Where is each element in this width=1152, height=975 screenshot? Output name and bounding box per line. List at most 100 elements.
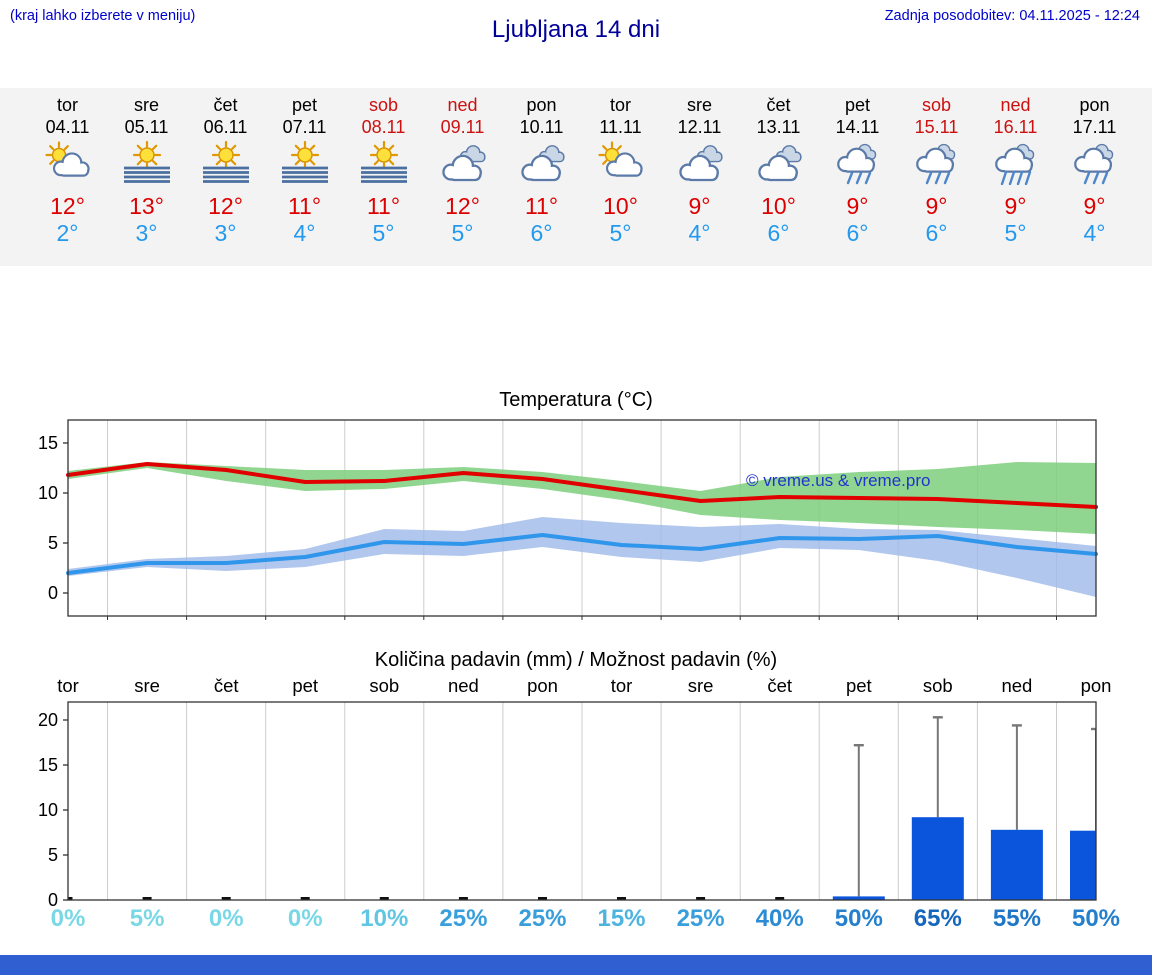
forecast-strip: tor 04.11 12° 2° sre 05.11 13° 3° čet 06.11 12° 3° p… xyxy=(0,88,1152,266)
forecast-day-9[interactable]: čet 13.11 10° 6° xyxy=(739,94,818,266)
precip-day-label: čet xyxy=(214,675,239,696)
rain-icon xyxy=(1067,141,1123,185)
precip-day-label: sob xyxy=(923,675,953,696)
precip-probability-label: 55% xyxy=(993,905,1041,932)
precip-day-label: sob xyxy=(369,675,399,696)
y-tick-label: 5 xyxy=(48,533,58,553)
day-date: 04.11 xyxy=(45,117,90,137)
forecast-day-10[interactable]: pet 14.11 9° 6° xyxy=(818,94,897,266)
y-tick-label: 0 xyxy=(48,890,58,910)
precip-probability-label: 0% xyxy=(288,905,323,932)
precip-probability-label: 25% xyxy=(439,905,487,932)
day-name: sob xyxy=(368,95,399,115)
day-name: pon xyxy=(1079,95,1110,115)
last-update: Zadnja posodobitev: 04.11.2025 - 12:24 xyxy=(884,8,1140,24)
cloudy-icon xyxy=(514,141,570,185)
max-temp-value: 13° xyxy=(129,193,164,219)
forecast-day-12[interactable]: ned 16.11 9° 5° xyxy=(976,94,1055,266)
cloudy-icon xyxy=(435,141,491,185)
min-temp-value: 4° xyxy=(688,220,711,246)
precip-bar xyxy=(1070,830,1096,900)
precip-bar xyxy=(911,817,964,900)
max-temp-value: 12° xyxy=(208,193,243,219)
precip-bar xyxy=(990,829,1043,900)
forecast-day-13[interactable]: pon 17.11 9° 4° xyxy=(1055,94,1134,266)
precip-bar xyxy=(832,896,885,900)
watermark-link[interactable]: © vreme.us & vreme.pro xyxy=(746,471,930,490)
y-tick-label: 0 xyxy=(48,583,58,603)
forecast-day-6[interactable]: pon 10.11 11° 6° xyxy=(502,94,581,266)
y-tick-label: 15 xyxy=(38,433,58,453)
max-temp-value: 11° xyxy=(524,193,559,219)
plot-border xyxy=(67,701,1097,901)
forecast-day-11[interactable]: sob 15.11 9° 6° xyxy=(897,94,976,266)
day-date: 16.11 xyxy=(993,117,1038,137)
precip-day-label: ned xyxy=(448,675,479,696)
max-temp-value: 12° xyxy=(50,193,85,219)
spacer xyxy=(0,266,1152,386)
precip-probability-label: 0% xyxy=(209,905,244,932)
forecast-day-8[interactable]: sre 12.11 9° 4° xyxy=(660,94,739,266)
day-name: ned xyxy=(1000,95,1031,115)
forecast-day-2[interactable]: čet 06.11 12° 3° xyxy=(186,94,265,266)
sun-fog-icon xyxy=(198,141,254,185)
day-date: 14.11 xyxy=(835,117,880,137)
forecast-day-5[interactable]: ned 09.11 12° 5° xyxy=(423,94,502,266)
day-name: čet xyxy=(213,95,238,115)
day-date: 12.11 xyxy=(677,117,722,137)
min-temp-value: 6° xyxy=(530,220,553,246)
precip-day-label: čet xyxy=(767,675,792,696)
min-temp-value: 6° xyxy=(846,220,869,246)
day-name: čet xyxy=(766,95,791,115)
precip-day-label: tor xyxy=(57,675,79,696)
max-temp-value: 11° xyxy=(366,193,401,219)
min-temp-value: 2° xyxy=(56,220,79,246)
precip-probability-label: 50% xyxy=(835,905,883,932)
forecast-day-3[interactable]: pet 07.11 11° 4° xyxy=(265,94,344,266)
max-temp-value: 10° xyxy=(761,193,796,219)
day-name: tor xyxy=(609,95,631,115)
footer-bar xyxy=(0,955,1152,975)
day-name: sre xyxy=(686,95,712,115)
partly-sunny-icon xyxy=(593,141,649,185)
max-temp-line xyxy=(66,462,1098,509)
max-temp-value: 12° xyxy=(445,193,480,219)
day-name: pet xyxy=(844,95,871,115)
precip-day-label: pon xyxy=(527,675,558,696)
min-temp-value: 5° xyxy=(609,220,632,246)
max-temp-value: 9° xyxy=(846,193,869,219)
day-name: pet xyxy=(291,95,318,115)
day-date: 15.11 xyxy=(914,117,959,137)
menu-hint: (kraj lahko izberete v meniju) xyxy=(10,8,196,24)
precip-day-label: tor xyxy=(611,675,633,696)
forecast-day-0[interactable]: tor 04.11 12° 2° xyxy=(28,94,107,266)
cloudy-icon xyxy=(672,141,728,185)
forecast-day-1[interactable]: sre 05.11 13° 3° xyxy=(107,94,186,266)
precip-probability-label: 5% xyxy=(130,905,165,932)
min-temp-value: 5° xyxy=(451,220,474,246)
y-tick-label: 15 xyxy=(38,755,58,775)
day-name: ned xyxy=(447,95,478,115)
plot-border xyxy=(67,419,1097,617)
max-temp-value: 10° xyxy=(603,193,638,219)
precipitation-chart: tor sre čet pet sob ned pon tor sre čet pet sob ned p… xyxy=(38,675,1120,932)
min-temp-value: 6° xyxy=(767,220,790,246)
forecast-day-4[interactable]: sob 08.11 11° 5° xyxy=(344,94,423,266)
day-date: 10.11 xyxy=(519,117,564,137)
max-temp-value: 9° xyxy=(688,193,711,219)
sun-fog-icon xyxy=(356,141,412,185)
sun-fog-icon xyxy=(119,141,175,185)
forecast-day-7[interactable]: tor 11.11 10° 5° xyxy=(581,94,660,266)
day-date: 05.11 xyxy=(124,117,169,137)
day-date: 17.11 xyxy=(1072,117,1117,137)
sun-fog-icon xyxy=(277,141,333,185)
min-temp-value: 5° xyxy=(372,220,395,246)
header: (kraj lahko izberete v meniju) Ljubljana… xyxy=(0,0,1152,88)
max-temp-value: 9° xyxy=(1004,193,1027,219)
precip-day-label: pon xyxy=(1081,675,1112,696)
day-name: sob xyxy=(921,95,952,115)
heavy-rain-icon xyxy=(988,141,1044,185)
precip-probability-label: 65% xyxy=(914,905,962,932)
precip-probability-label: 40% xyxy=(756,905,804,932)
